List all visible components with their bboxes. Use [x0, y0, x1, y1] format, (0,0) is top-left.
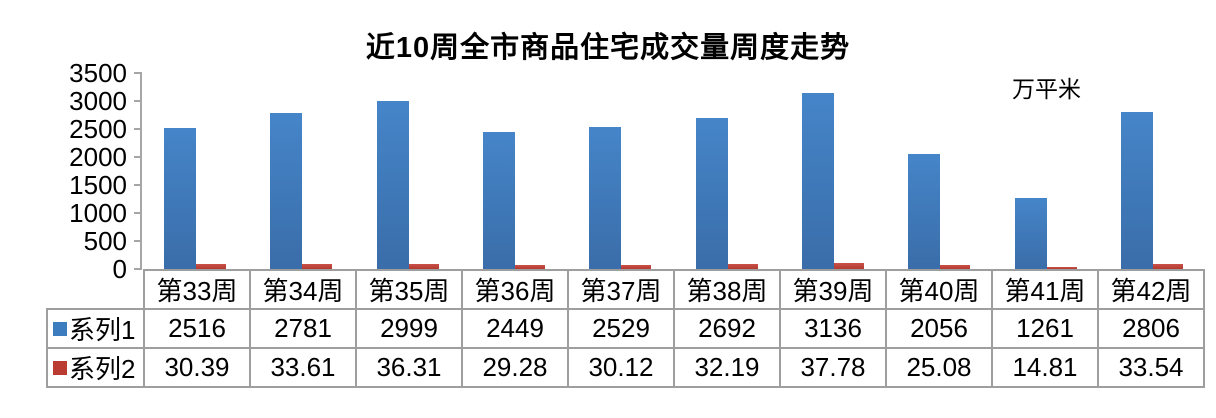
week-header-cell: 第35周 [355, 269, 463, 310]
value-cell: 2516 [143, 308, 251, 349]
bar-series2 [621, 264, 652, 269]
value-cell: 3136 [779, 308, 887, 349]
value-cell: 33.61 [249, 347, 357, 388]
bar-series2 [302, 264, 333, 269]
y-axis-line [140, 72, 142, 270]
bar-series2 [196, 264, 227, 269]
category-第35周 [355, 73, 461, 269]
y-tick-mark [134, 268, 141, 270]
bar-series1 [164, 128, 197, 269]
y-tick-mark [134, 184, 141, 186]
legend-cell-series1: 系列1 [46, 308, 145, 349]
y-axis-labels: 0 500 1000 1500 2000 2500 3000 3500 [0, 59, 127, 283]
category-第33周 [142, 73, 248, 269]
data-table-head: 第33周 第34周 第35周 第36周 第37周 第38周 第39周 第40周 第41周 第42周 [47, 269, 1205, 310]
y-tick-mark [134, 100, 141, 102]
category-第40周 [886, 73, 992, 269]
table-row-series2: 系列2 30.39 33.61 36.31 29.28 30.12 32.19 37.78 25… [46, 347, 1205, 388]
y-tick-mark [134, 72, 141, 74]
table-row-series1: 系列1 2516 2781 2999 2449 2529 2692 3136 2056 1261 2… [46, 308, 1205, 349]
y-tick-label: 3500 [69, 58, 127, 88]
category-第37周 [567, 73, 673, 269]
value-cell: 1261 [991, 308, 1099, 349]
value-cell: 2781 [249, 308, 357, 349]
value-cell: 32.19 [673, 347, 781, 388]
category-第41周 [992, 73, 1098, 269]
bar-series2 [727, 264, 758, 269]
value-cell: 30.12 [567, 347, 675, 388]
chart-title: 近10周全市商品住宅成交量周度走势 [365, 32, 851, 64]
category-第38周 [673, 73, 779, 269]
bar-series1 [695, 118, 728, 269]
legend-label: 系列2 [69, 354, 136, 384]
table-corner-cell [47, 270, 144, 309]
value-cell: 30.39 [143, 347, 251, 388]
category-第36周 [461, 73, 567, 269]
category-第42周 [1099, 73, 1205, 269]
y-tick-mark [134, 156, 141, 158]
bar-series1 [270, 113, 303, 269]
bar-series2 [1046, 266, 1077, 269]
week-header-cell: 第34周 [249, 269, 357, 310]
legend-label: 系列1 [69, 315, 136, 345]
y-tick-label: 1500 [69, 170, 127, 200]
plot-area [142, 73, 1205, 269]
y-tick-label: 3000 [69, 86, 127, 116]
week-header-cell: 第40周 [885, 269, 993, 310]
bar-series1 [1120, 111, 1153, 269]
value-cell: 2999 [355, 308, 463, 349]
unit-label: 万平米 [1012, 76, 1081, 102]
value-cell: 2529 [567, 308, 675, 349]
bar-series2 [833, 263, 864, 269]
y-tick-label: 2000 [69, 142, 127, 172]
bar-series1 [376, 101, 409, 269]
bar-series2 [515, 264, 546, 269]
y-tick-label: 1000 [69, 198, 127, 228]
y-tick-mark [134, 240, 141, 242]
data-table-body: 系列1 2516 2781 2999 2449 2529 2692 3136 2056 1261 2… [46, 308, 1205, 388]
bar-series1 [1014, 198, 1047, 269]
category-第34周 [248, 73, 354, 269]
value-cell: 33.54 [1097, 347, 1205, 388]
value-cell: 36.31 [355, 347, 463, 388]
bar-series1 [801, 93, 834, 269]
week-header-cell: 第33周 [143, 269, 251, 310]
y-tick-mark [134, 212, 141, 214]
value-cell: 25.08 [885, 347, 993, 388]
y-tick-label: 0 [112, 254, 127, 284]
legend-swatch-series1 [53, 321, 67, 336]
week-header-cell: 第37周 [567, 269, 675, 310]
value-cell: 2449 [461, 308, 569, 349]
y-tick-label: 2500 [69, 114, 127, 144]
category-第39周 [780, 73, 886, 269]
bar-series1 [908, 153, 941, 269]
legend-swatch-series2 [53, 360, 67, 375]
y-tick-mark [134, 128, 141, 130]
legend-cell-series2: 系列2 [46, 347, 145, 388]
value-cell: 29.28 [461, 347, 569, 388]
week-header-cell: 第39周 [779, 269, 887, 310]
value-cell: 2692 [673, 308, 781, 349]
week-header-cell: 第36周 [461, 269, 569, 310]
value-cell: 2806 [1097, 308, 1205, 349]
value-cell: 14.81 [991, 347, 1099, 388]
table-header-row: 第33周 第34周 第35周 第36周 第37周 第38周 第39周 第40周 第41周 第42周 [47, 269, 1205, 310]
week-header-cell: 第41周 [991, 269, 1099, 310]
week-header-cell: 第42周 [1097, 269, 1205, 310]
bar-series1 [589, 127, 622, 269]
value-cell: 37.78 [779, 347, 887, 388]
week-header-cell: 第38周 [673, 269, 781, 310]
bar-series2 [940, 265, 971, 269]
bar-series2 [1152, 264, 1183, 269]
data-table: 第33周 第34周 第35周 第36周 第37周 第38周 第39周 第40周 第41周 第42周… [46, 269, 1205, 388]
y-tick-label: 500 [83, 226, 127, 256]
bar-series1 [483, 131, 516, 269]
bar-series2 [408, 263, 439, 269]
value-cell: 2056 [885, 308, 993, 349]
